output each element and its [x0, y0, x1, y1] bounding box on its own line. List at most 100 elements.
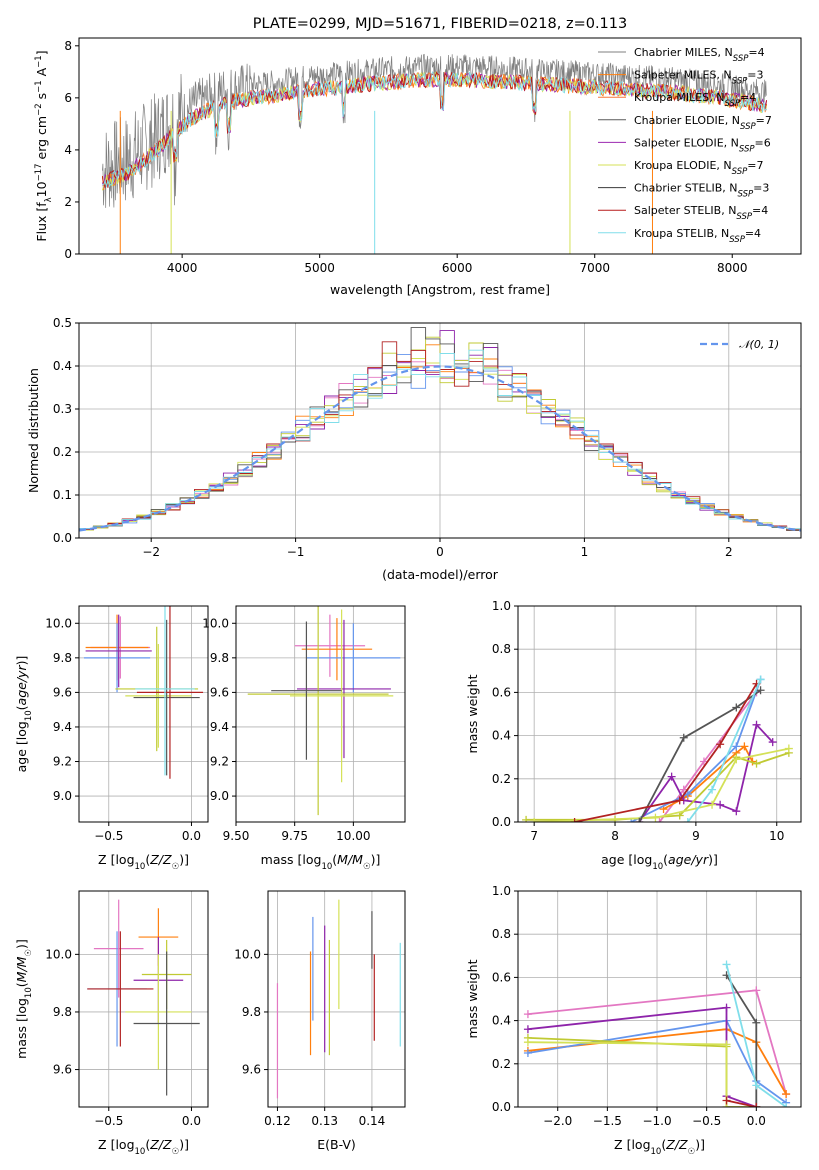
x-tick-label: 5000 [304, 261, 335, 275]
legend-entry: Kroupa STELIB, NSSP=4 [634, 227, 761, 245]
x-tick-label: 8000 [717, 261, 748, 275]
plots: 4000 5000 6000 7000 8000 0 2 4 6 8 wavelength [Ang… [14, 37, 802, 1157]
mass-weight-point [570, 818, 579, 822]
label-part: −17 [34, 163, 44, 181]
mass_vs_Z-plot-area [87, 899, 200, 1096]
mass-weight-point [732, 703, 741, 712]
label-part: Chabrier ELODIE, N [634, 114, 740, 127]
mass-weight-point [716, 740, 725, 749]
label-part: Salpeter STELIB, N [634, 204, 736, 217]
residuals-panel: −2 −1 0 1 2 0.0 0.1 0.2 0.3 0.4 0.5 (data-model)/er… [26, 316, 802, 582]
age_vs_Z-plot-area [83, 606, 204, 779]
legend-entry: Kroupa ELODIE, NSSP=7 [634, 159, 764, 177]
label-part: SSP [729, 235, 745, 245]
x-tick-label: −2.0 [543, 1114, 572, 1128]
y-tick-label: 4 [64, 143, 72, 157]
x-tick-label: 6000 [442, 261, 473, 275]
mass-weight-point [722, 1096, 731, 1105]
label-part: ☉ [172, 1147, 180, 1157]
label-part: ( [661, 1137, 666, 1152]
x-tick-label: −2 [142, 545, 160, 559]
mass-weight-point [722, 1003, 731, 1012]
label-part: age [log [601, 852, 652, 867]
mass-weight-point [655, 818, 664, 822]
y-tick-label: 9.6 [53, 685, 72, 699]
mass-weight-point [740, 742, 749, 751]
residual-histogram [79, 349, 801, 530]
x-tick-label: −0.5 [94, 1114, 123, 1128]
y-tick-label: 0.4 [53, 359, 72, 373]
label-part: =3 [753, 182, 769, 195]
mass-weight-point [523, 1010, 532, 1019]
label-part: 10 [652, 862, 663, 872]
mass-weight-point [752, 1018, 761, 1027]
label-part: mass [log [261, 852, 322, 867]
mass-weight-point [782, 1103, 791, 1107]
mass-weight-point [784, 744, 793, 753]
y-tick-label: 10.0 [45, 616, 72, 630]
mass_weight_vs_age-plot-area [522, 675, 793, 822]
y-tick-label: 6 [64, 91, 72, 105]
legend-entry: Chabrier ELODIE, NSSP=7 [634, 114, 772, 132]
mass-weight-point [732, 742, 741, 751]
label-part: 10 [135, 1147, 146, 1157]
mass-weight-point [522, 815, 531, 822]
mass_weight_vs_Z-panel: −2.0 −1.5 −1.0 −0.5 0.0 0.0 0.2 0.4 0.6 0.8 1.0 Z [… [465, 884, 802, 1157]
mass-weight-point [523, 1049, 532, 1057]
label-part: =4 [740, 91, 756, 104]
label-part: Z [log [98, 852, 134, 867]
age_vs_Z-frame [78, 605, 209, 823]
x-tick-label: 9.50 [223, 829, 250, 843]
label-part: SSP [732, 167, 748, 177]
label-part: Kroupa MILES, N [634, 91, 724, 104]
spectrum-panel: 4000 5000 6000 7000 8000 0 2 4 6 8 wavelength [Ang… [34, 37, 802, 297]
label-part: SSP [740, 122, 756, 132]
label-part: Chabrier STELIB, N [634, 182, 738, 195]
x-tick-label: 7 [530, 829, 538, 843]
y-axis-label: Normed distribution [26, 368, 41, 493]
y-tick-label: 1.0 [492, 884, 511, 898]
mass-weight-point [708, 800, 717, 809]
x-tick-label: −0.5 [692, 1114, 721, 1128]
label-part: SSP [736, 212, 752, 222]
mass-weight-point [732, 755, 741, 764]
x-tick-label: 0.0 [182, 829, 201, 843]
y-tick-label: 9.8 [53, 651, 72, 665]
mass_weight_vs_Z-plot-area [523, 960, 791, 1107]
mass-weight-point [752, 720, 761, 729]
label-part: )] [14, 656, 29, 666]
label-part: )] [179, 1137, 189, 1152]
label-part: age [log [14, 721, 29, 772]
x-tick-label: 9.75 [281, 829, 308, 843]
y-tick-label: 0.8 [492, 642, 511, 656]
x-tick-label: 0.14 [359, 1114, 386, 1128]
y-tick-label: 9.2 [53, 755, 72, 769]
label-part: Z [log [98, 1137, 134, 1152]
label-part: Z/Z [665, 1137, 688, 1152]
x-tick-label: 9 [692, 829, 700, 843]
y-axis-label: mass weight [465, 959, 480, 1038]
y-tick-label: 2 [64, 195, 72, 209]
label-part: ( [14, 982, 29, 987]
x-axis-label: age [log10(age/yr)] [601, 852, 718, 872]
label-part: Z/Z [149, 852, 172, 867]
label-part: Kroupa ELODIE, N [634, 159, 732, 172]
label-part: ( [14, 705, 29, 710]
x-tick-label: −1.0 [642, 1114, 671, 1128]
mass-weight-line [630, 679, 762, 822]
residuals-plot-area [79, 327, 801, 532]
y-tick-label: 9.8 [53, 1005, 72, 1019]
label-part: Kroupa STELIB, N [634, 227, 729, 240]
mass-weight-point [752, 986, 761, 995]
mass-weight-point [782, 1090, 791, 1099]
x-axis-label: (data-model)/error [382, 567, 499, 582]
label-part: SSP [739, 144, 755, 154]
mass-weight-point [708, 785, 717, 794]
y-tick-label: 1.0 [492, 599, 511, 613]
label-part: =4 [748, 46, 764, 59]
legend-entry: Kroupa MILES, NSSP=4 [634, 91, 756, 109]
label-part: λ [44, 197, 54, 202]
legend-entry: Salpeter ELODIE, NSSP=6 [634, 136, 771, 154]
mass-weight-point [651, 813, 660, 822]
